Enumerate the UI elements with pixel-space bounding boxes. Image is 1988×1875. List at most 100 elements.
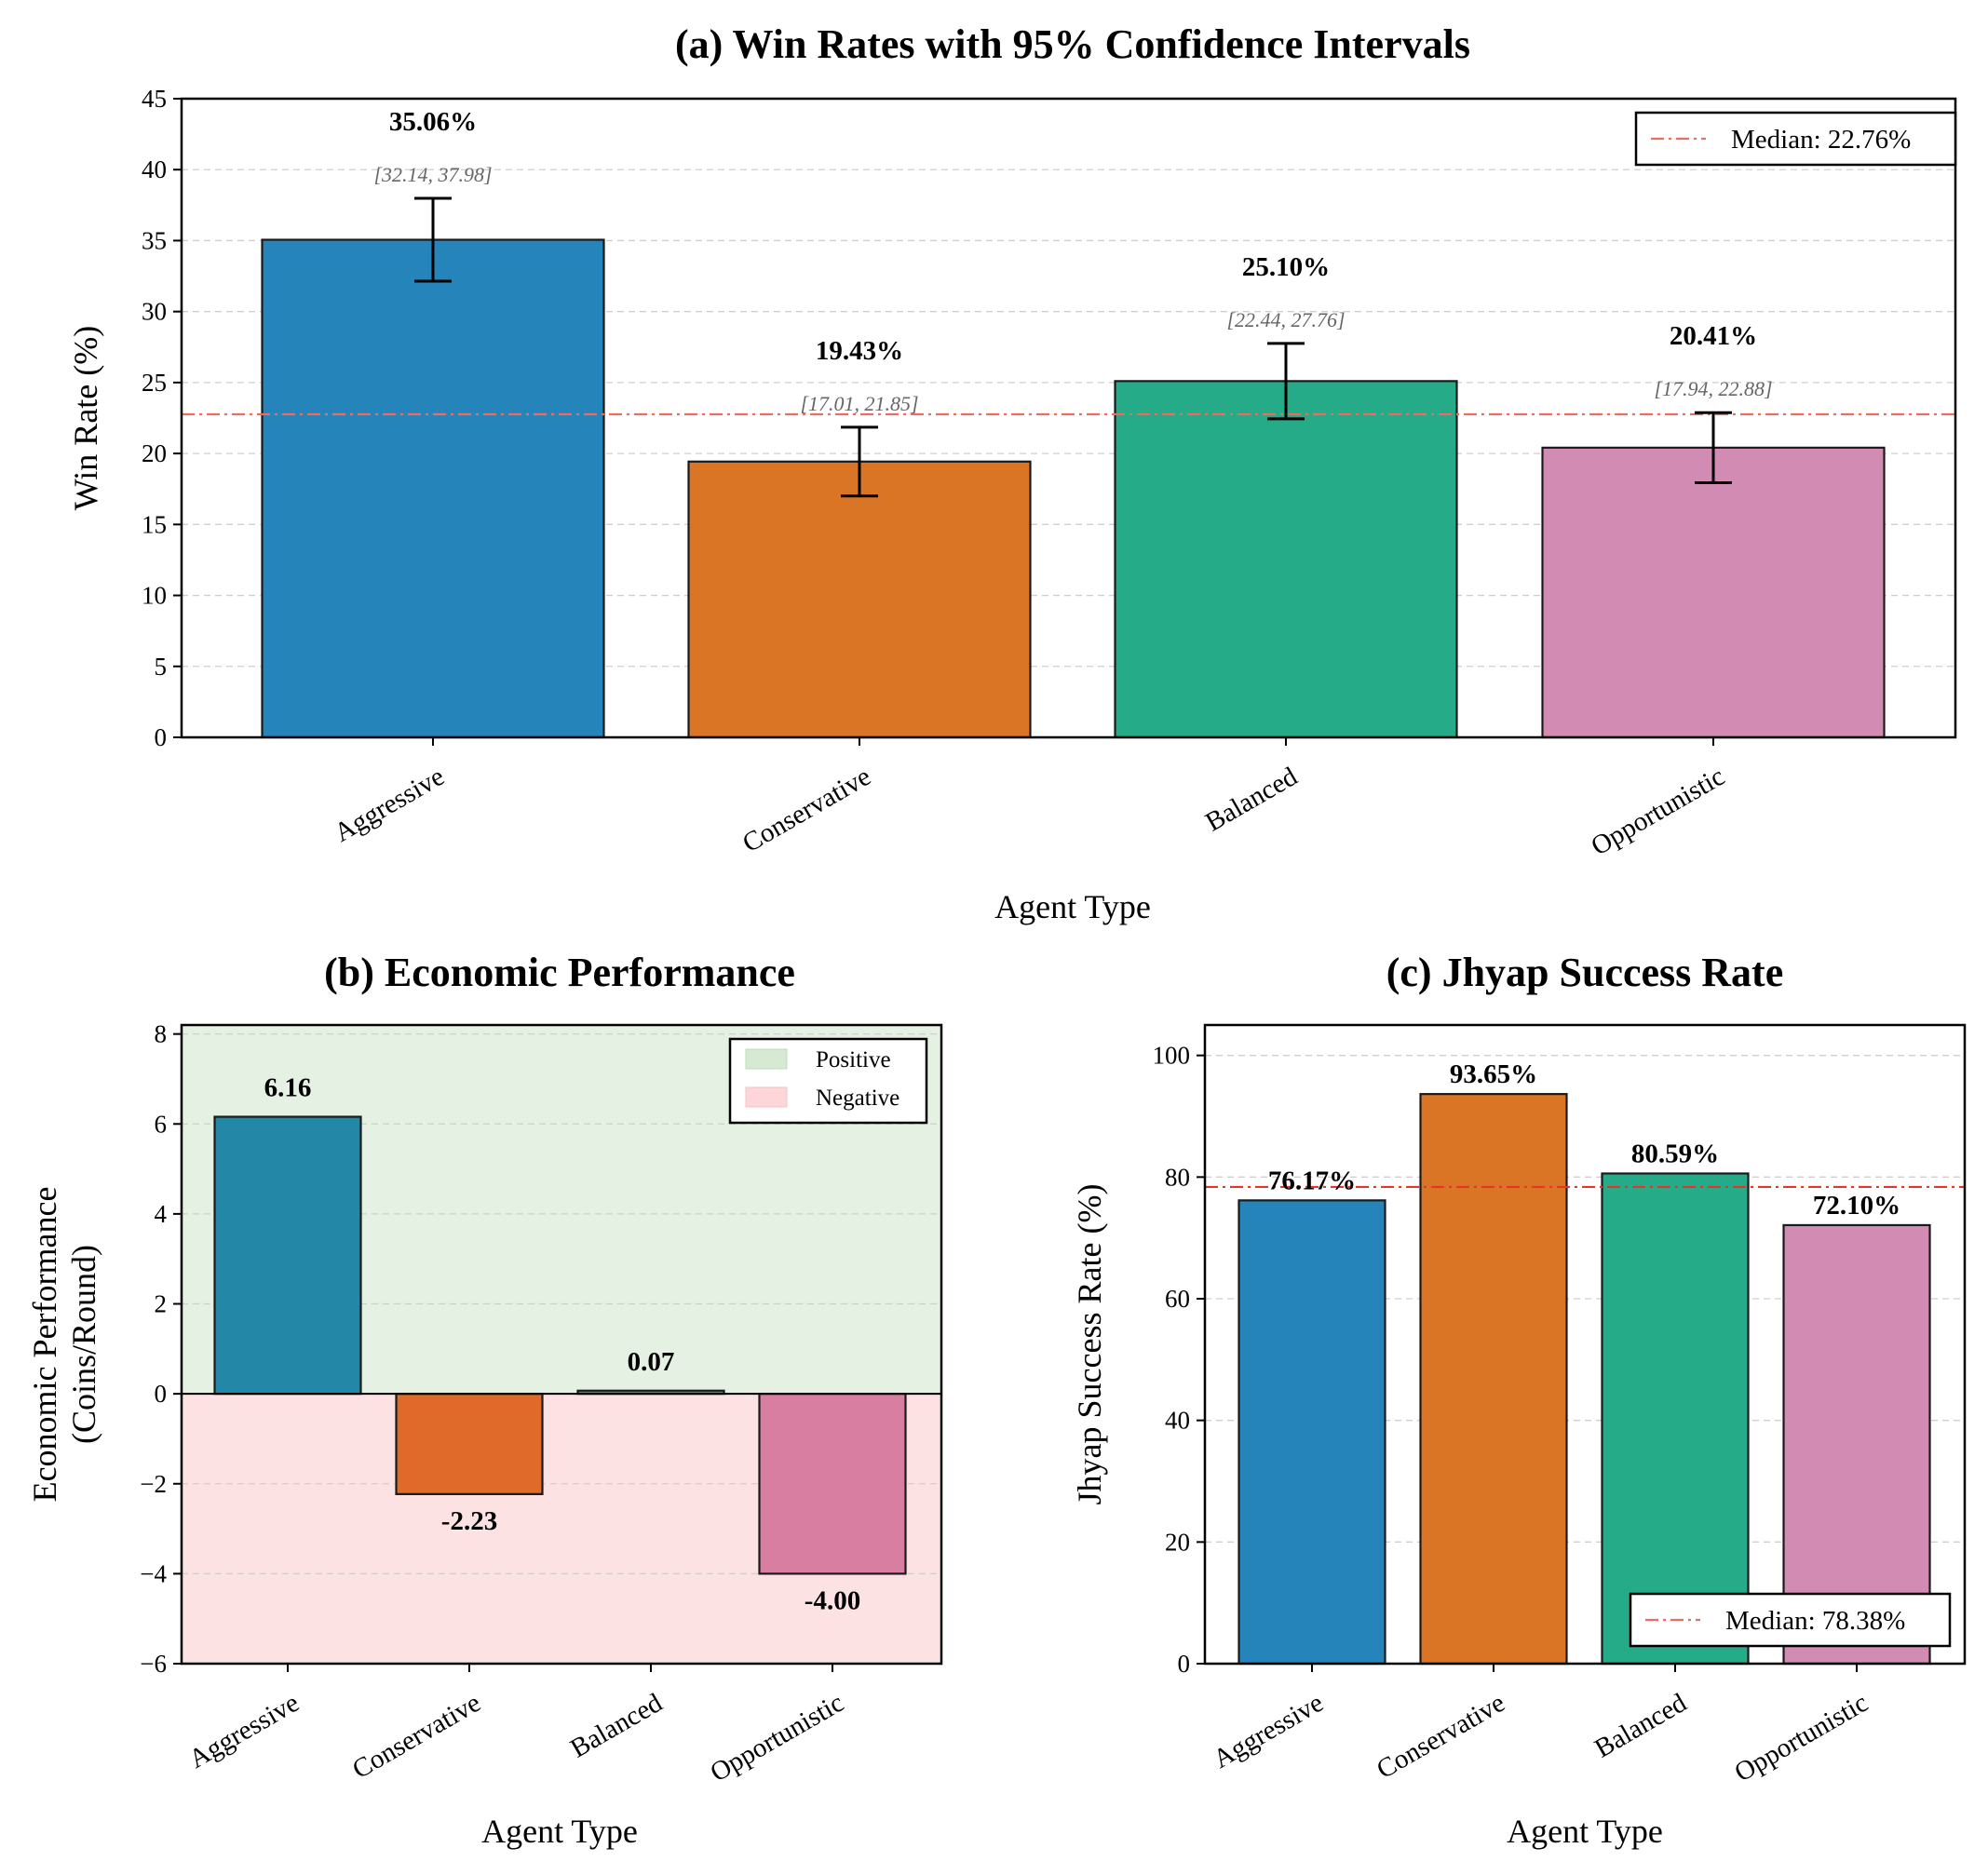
value-label-balanced: 80.59% bbox=[1631, 1139, 1719, 1168]
value-label-conservative: 19.43% bbox=[816, 336, 903, 366]
y-tick-label: −2 bbox=[140, 1470, 167, 1498]
bar-conservative bbox=[395, 1393, 544, 1495]
panel-c-jhyap-success: (c) Jhyap Success Rate 76.17% 93.65% 80.59… bbox=[1071, 950, 1967, 1850]
x-tick-label-aggressive: Aggressive bbox=[330, 762, 450, 848]
ci-label-aggressive: [32.14, 37.98] bbox=[373, 163, 492, 186]
y-tick-label: 40 bbox=[1165, 1407, 1190, 1435]
panel-a-axes-frame bbox=[180, 97, 1957, 739]
x-tick-label-opportunistic: Opportunistic bbox=[706, 1688, 849, 1787]
panel-b-legend: Positive Negative bbox=[728, 1037, 928, 1125]
panel-b-legend-positive: Positive bbox=[816, 1047, 891, 1072]
value-label-opportunistic: -4.00 bbox=[805, 1585, 860, 1615]
y-tick-label: 8 bbox=[155, 1020, 168, 1048]
panel-b-title: (b) Economic Performance bbox=[324, 950, 795, 995]
value-label-conservative: -2.23 bbox=[441, 1506, 497, 1536]
panel-a-title: (a) Win Rates with 95% Confidence Interv… bbox=[675, 21, 1470, 67]
panel-b-economic-performance: (b) Economic Performance 6.16 -2.23 0.07 -4… bbox=[26, 950, 943, 1850]
bar-opportunistic bbox=[1782, 1223, 1931, 1666]
panel-c-value-labels: 76.17% 93.65% 80.59% 72.10% bbox=[1268, 1059, 1900, 1221]
y-tick-label: 0 bbox=[155, 723, 168, 751]
panel-b-legend-negative: Negative bbox=[816, 1086, 899, 1111]
value-label-opportunistic: 72.10% bbox=[1813, 1191, 1900, 1221]
bar-balanced bbox=[1601, 1172, 1750, 1666]
y-tick-label: 2 bbox=[155, 1290, 168, 1318]
value-label-balanced: 25.10% bbox=[1242, 252, 1330, 282]
panel-b-bars bbox=[213, 1115, 907, 1575]
value-label-balanced: 0.07 bbox=[628, 1347, 675, 1377]
x-tick-label-aggressive: Aggressive bbox=[1209, 1688, 1329, 1774]
bar-opportunistic bbox=[758, 1393, 907, 1575]
x-tick-label-conservative: Conservative bbox=[1372, 1688, 1510, 1785]
panel-a-x-axis-ticks: Aggressive Conservative Balanced Opportunis… bbox=[330, 737, 1730, 861]
panel-a-legend-text: Median: 22.76% bbox=[1731, 125, 1911, 155]
bar-opportunistic bbox=[1541, 446, 1886, 739]
panel-c-y-axis-label: Jhyap Success Rate (%) bbox=[1071, 1184, 1108, 1505]
y-tick-label: 35 bbox=[142, 226, 167, 254]
value-label-aggressive: 76.17% bbox=[1268, 1166, 1356, 1195]
panel-c-x-axis-label: Agent Type bbox=[1507, 1813, 1663, 1850]
x-tick-label-balanced: Balanced bbox=[1200, 762, 1303, 838]
bar-conservative bbox=[687, 460, 1032, 739]
panel-a-y-axis-ticks: 0 5 10 15 20 25 30 35 40 45 bbox=[142, 85, 182, 751]
panel-c-y-axis-ticks: 0 20 40 60 80 100 bbox=[1153, 1042, 1205, 1678]
ci-label-opportunistic: [17.94, 22.88] bbox=[1654, 377, 1772, 400]
panel-b-y-axis-label-line2: (Coins/Round) bbox=[65, 1245, 102, 1444]
bar-aggressive bbox=[1237, 1199, 1386, 1666]
y-tick-label: 60 bbox=[1165, 1285, 1190, 1313]
value-label-aggressive: 6.16 bbox=[264, 1073, 312, 1103]
panel-a-value-labels: 35.06% [32.14, 37.98] 19.43% [17.01, 21.85]… bbox=[373, 107, 1772, 415]
panel-a-error-bars bbox=[414, 196, 1732, 498]
panel-c-legend-text: Median: 78.38% bbox=[1725, 1606, 1905, 1636]
x-tick-label-conservative: Conservative bbox=[737, 762, 876, 858]
y-tick-label: 80 bbox=[1165, 1163, 1190, 1191]
panel-c-legend-box bbox=[1629, 1592, 1952, 1648]
y-tick-label: 4 bbox=[155, 1200, 168, 1228]
panel-a-legend-box bbox=[1634, 111, 1957, 167]
panel-c-title: (c) Jhyap Success Rate bbox=[1386, 950, 1784, 995]
panel-b-legend-swatch-positive bbox=[745, 1048, 788, 1070]
panel-a-legend: Median: 22.76% bbox=[1634, 111, 1957, 167]
panel-c-x-axis-ticks: Aggressive Conservative Balanced Opportunis… bbox=[1209, 1664, 1873, 1787]
x-tick-label-aggressive: Aggressive bbox=[184, 1688, 304, 1774]
y-tick-label: 20 bbox=[1165, 1528, 1190, 1556]
panel-c-legend: Median: 78.38% bbox=[1629, 1592, 1952, 1648]
panel-c-axes-frame bbox=[1203, 1023, 1967, 1666]
y-tick-label: 100 bbox=[1153, 1042, 1191, 1070]
bar-balanced bbox=[1114, 380, 1458, 739]
value-label-opportunistic: 20.41% bbox=[1670, 321, 1757, 351]
panel-b-value-labels: 6.16 -2.23 0.07 -4.00 bbox=[264, 1073, 861, 1616]
panel-b-axes-frame bbox=[180, 1023, 943, 1666]
y-tick-label: 45 bbox=[142, 85, 167, 113]
y-tick-label: 15 bbox=[142, 510, 167, 538]
panel-a-win-rates: (a) Win Rates with 95% Confidence Interv… bbox=[67, 21, 1957, 925]
y-tick-label: −4 bbox=[140, 1559, 167, 1587]
bar-conservative bbox=[1419, 1093, 1568, 1666]
y-tick-label: 25 bbox=[142, 369, 167, 397]
bar-aggressive bbox=[213, 1115, 362, 1396]
ci-label-balanced: [22.44, 27.76] bbox=[1226, 308, 1345, 331]
panel-c-bars bbox=[1237, 1093, 1931, 1666]
x-tick-label-conservative: Conservative bbox=[347, 1688, 486, 1785]
y-tick-label: 0 bbox=[1178, 1650, 1191, 1678]
ci-label-conservative: [17.01, 21.85] bbox=[800, 392, 918, 415]
panel-b-y-axis-label: Economic Performance (Coins/Round) bbox=[26, 1187, 102, 1503]
y-tick-label: 0 bbox=[155, 1380, 168, 1408]
panel-a-bars bbox=[261, 238, 1886, 739]
panel-b-y-axis-label-line1: Economic Performance bbox=[26, 1187, 63, 1503]
y-tick-label: 5 bbox=[155, 653, 168, 681]
y-tick-label: 20 bbox=[142, 439, 167, 467]
panel-b-y-axis-ticks: −6 −4 −2 0 2 4 6 8 bbox=[140, 1020, 182, 1678]
x-tick-label-balanced: Balanced bbox=[565, 1688, 668, 1764]
value-label-aggressive: 35.06% bbox=[389, 107, 477, 137]
x-tick-label-balanced: Balanced bbox=[1589, 1688, 1692, 1764]
value-label-conservative: 93.65% bbox=[1450, 1059, 1537, 1089]
panel-a-y-axis-label: Win Rate (%) bbox=[67, 326, 104, 510]
bar-aggressive bbox=[261, 238, 605, 739]
y-tick-label: 30 bbox=[142, 298, 167, 326]
y-tick-label: 40 bbox=[142, 155, 167, 183]
panel-b-x-axis-label: Agent Type bbox=[481, 1813, 638, 1850]
y-tick-label: 6 bbox=[155, 1110, 168, 1138]
panel-b-legend-swatch-negative bbox=[745, 1086, 788, 1108]
x-tick-label-opportunistic: Opportunistic bbox=[1587, 762, 1730, 861]
